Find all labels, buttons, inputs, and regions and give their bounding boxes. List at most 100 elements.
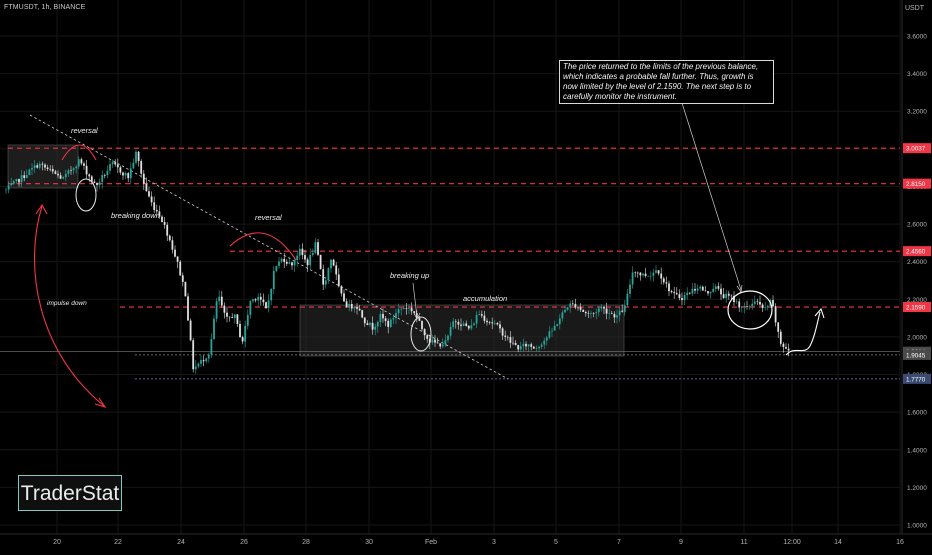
candle-body: [220, 296, 223, 306]
candle-body: [631, 272, 634, 285]
breaking-up-pointer-head: [413, 312, 421, 320]
candle-body: [444, 340, 447, 345]
candle-body: [205, 358, 208, 362]
note-pointer-head: [736, 284, 743, 293]
candle-body: [675, 293, 678, 295]
candle-body: [155, 210, 158, 212]
candle-body: [764, 307, 767, 309]
candle-body: [714, 286, 717, 290]
candle-body: [538, 346, 540, 349]
candle-body: [319, 254, 322, 270]
candle-body: [194, 366, 197, 370]
candle-body: [561, 312, 564, 319]
candle-body: [278, 261, 280, 266]
candle-body: [114, 162, 117, 165]
candle-body: [44, 164, 46, 168]
candle-body: [161, 216, 163, 222]
level-price-label: 2.8150: [906, 181, 926, 188]
candle-body: [465, 323, 468, 326]
candle-body: [452, 321, 455, 328]
candle-body: [233, 314, 236, 318]
candle-body: [340, 286, 343, 294]
candle-body: [23, 175, 26, 178]
candle-body: [774, 306, 777, 323]
candle-body: [571, 303, 574, 305]
level-price-tag: [903, 373, 931, 384]
y-tick-label: 1.4000: [907, 447, 927, 454]
candle-body: [327, 268, 330, 281]
candle-body: [629, 284, 631, 294]
candle-body: [174, 249, 176, 257]
candle-body: [441, 344, 444, 347]
candle-body: [200, 360, 202, 364]
candle-body: [361, 310, 364, 318]
candle-body: [116, 164, 119, 168]
consolidation-zones: [7, 144, 625, 357]
candle-body: [402, 307, 405, 309]
candle-body: [657, 270, 660, 274]
candle-body: [462, 323, 465, 326]
candle-body: [88, 174, 91, 177]
candle-body: [296, 255, 299, 260]
candle-body: [12, 181, 15, 184]
candle-body: [311, 253, 314, 255]
candle-body: [298, 248, 301, 256]
projection-arrowhead: [814, 307, 825, 319]
candle-body: [670, 291, 673, 293]
candle-body: [548, 331, 551, 338]
candle-body: [192, 340, 195, 370]
candle-body: [150, 196, 153, 203]
candle-body: [33, 165, 36, 168]
candle-body: [322, 269, 325, 285]
candle-body: [184, 281, 187, 297]
note-textbox: The price returned to the limits of the …: [559, 60, 774, 104]
candle-body: [691, 289, 694, 294]
candle-body: [712, 289, 715, 292]
candle-body: [626, 293, 629, 306]
breaking-down-circle: [75, 178, 97, 212]
candle-body: [616, 315, 618, 318]
level-price-label: 2.4560: [906, 249, 926, 256]
candle-body: [314, 242, 317, 254]
candle-body: [330, 259, 332, 269]
candle-body: [142, 173, 145, 184]
impulse-down-arrow: [33, 205, 105, 407]
candle-body: [135, 151, 137, 163]
candle-body: [699, 286, 702, 289]
candle-body: [766, 306, 769, 308]
candle-body: [64, 173, 67, 178]
candle-body: [257, 296, 260, 301]
y-tick-label: 1.2000: [907, 485, 927, 492]
candle-body: [600, 306, 603, 309]
candle-body: [288, 262, 291, 264]
candle-body: [475, 315, 478, 324]
candle-body: [642, 273, 644, 276]
candle-body: [592, 313, 595, 314]
candle-body: [350, 304, 353, 309]
retest-circle: [727, 290, 773, 330]
candle-body: [701, 286, 704, 291]
candle-body: [595, 312, 598, 314]
candle-body: [748, 306, 751, 307]
candle-body: [756, 301, 759, 303]
candle-body: [49, 169, 52, 170]
candle-body: [787, 348, 790, 351]
level-price-tag: [903, 246, 931, 257]
candle-body: [127, 173, 130, 179]
candle-body: [36, 165, 39, 168]
candle-body: [779, 331, 782, 344]
candle-body: [423, 329, 426, 336]
candle-body: [608, 313, 611, 314]
level-price-tag: [903, 302, 931, 313]
candle-body: [434, 339, 436, 343]
candle-body: [210, 338, 213, 355]
level-price-tag: [903, 178, 931, 189]
candle-body: [181, 275, 184, 282]
candle-body: [665, 282, 668, 284]
candle-body: [696, 288, 699, 291]
candle-body: [59, 175, 62, 179]
candle-body: [25, 175, 28, 178]
candle-body: [384, 318, 387, 321]
